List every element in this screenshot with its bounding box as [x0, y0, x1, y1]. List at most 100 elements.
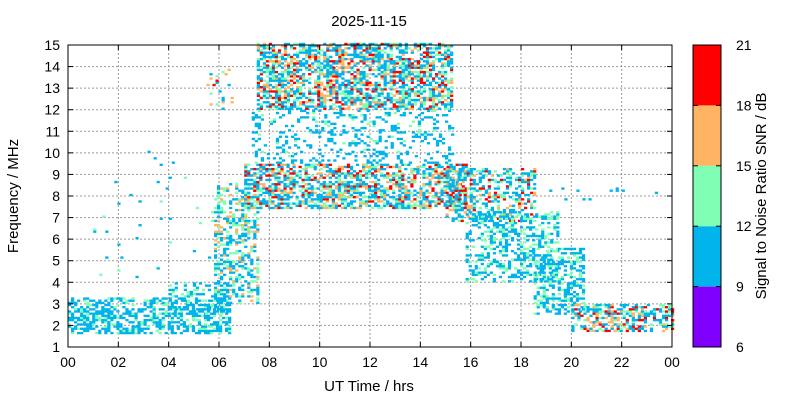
heatmap-cell: [431, 105, 436, 108]
heatmap-cell: [325, 191, 329, 195]
heatmap-cell: [268, 170, 272, 173]
heatmap-cell: [440, 62, 445, 65]
heatmap-cell: [514, 193, 519, 197]
heatmap-cell: [551, 306, 555, 309]
heatmap-cell: [468, 269, 472, 272]
heatmap-cell: [93, 228, 97, 231]
heatmap-cell: [244, 165, 248, 169]
heatmap-cell: [360, 126, 364, 130]
heatmap-cell: [274, 107, 279, 110]
heatmap-cell: [228, 318, 232, 322]
heatmap-cell: [244, 163, 248, 166]
heatmap-cell: [292, 57, 297, 61]
heatmap-cell: [450, 101, 454, 104]
heatmap-cell: [365, 51, 369, 54]
heatmap-cell: [320, 94, 324, 97]
heatmap-cell: [98, 299, 102, 302]
heatmap-cell: [530, 178, 534, 182]
heatmap-cell: [158, 325, 162, 328]
heatmap-cell: [92, 314, 96, 317]
heatmap-cell: [259, 176, 263, 179]
heatmap-cell: [80, 316, 84, 320]
heatmap-cell: [371, 53, 375, 56]
heatmap-cell: [643, 314, 648, 317]
heatmap-cell: [401, 81, 405, 85]
heatmap-cell: [501, 232, 506, 236]
heatmap-cell: [68, 312, 72, 315]
heatmap-cell: [490, 196, 495, 199]
heatmap-cell: [347, 62, 351, 65]
heatmap-cell: [299, 42, 303, 46]
heatmap-cell: [634, 310, 638, 313]
heatmap-cell: [280, 45, 285, 48]
heatmap-cell: [465, 254, 469, 257]
heatmap-cell: [359, 88, 363, 91]
heatmap-cell: [289, 94, 294, 97]
heatmap-cell: [511, 198, 516, 201]
heatmap-cell: [501, 267, 506, 270]
heatmap-cell: [80, 331, 84, 335]
heatmap-cell: [268, 51, 273, 54]
heatmap-cell: [434, 202, 438, 205]
heatmap-cell: [536, 267, 540, 270]
heatmap-cell: [386, 94, 390, 97]
heatmap-cell: [477, 213, 481, 216]
heatmap-cell: [563, 265, 567, 268]
heatmap-cell: [364, 163, 369, 166]
heatmap-cell: [77, 310, 81, 313]
heatmap-cell: [80, 318, 84, 322]
heatmap-cell: [504, 234, 509, 238]
heatmap-cell: [361, 183, 366, 186]
heatmap-cell: [322, 196, 326, 199]
heatmap-cell: [274, 101, 279, 104]
heatmap-cell: [471, 245, 475, 248]
heatmap-cell: [610, 321, 614, 324]
heatmap-cell: [292, 172, 296, 175]
heatmap-cell: [286, 193, 290, 197]
heatmap-cell: [578, 273, 583, 277]
heatmap-cell: [331, 198, 335, 201]
heatmap-cell: [351, 116, 355, 119]
heatmap-cell: [329, 68, 333, 72]
heatmap-cell: [340, 191, 345, 195]
heatmap-cell: [365, 96, 369, 100]
heatmap-cell: [581, 271, 586, 274]
heatmap-cell: [287, 146, 292, 149]
x-tick-label: 22: [614, 354, 630, 370]
heatmap-cell: [541, 236, 545, 240]
heatmap-cell: [268, 103, 273, 106]
heatmap-cell: [104, 329, 108, 333]
heatmap-cell: [592, 303, 596, 307]
heatmap-cell: [274, 193, 278, 197]
heatmap-cell: [434, 73, 439, 76]
heatmap-cell: [508, 196, 513, 199]
heatmap-cell: [413, 198, 417, 201]
heatmap-cell: [271, 163, 275, 166]
heatmap-cell: [262, 101, 267, 104]
heatmap-cell: [216, 219, 221, 223]
heatmap-cell: [244, 217, 248, 220]
heatmap-cell: [392, 183, 396, 186]
heatmap-cell: [358, 170, 363, 173]
heatmap-cell: [529, 258, 533, 261]
heatmap-cell: [583, 306, 587, 309]
heatmap-cell: [437, 94, 442, 97]
heatmap-cell: [317, 90, 321, 93]
heatmap-cell: [431, 187, 435, 190]
heatmap-cell: [274, 189, 278, 192]
heatmap-cell: [268, 178, 272, 182]
heatmap-cell: [134, 316, 138, 320]
heatmap-cell: [445, 120, 449, 123]
heatmap-cell: [398, 206, 402, 210]
heatmap-cell: [455, 178, 459, 182]
heatmap-cell: [361, 174, 366, 177]
heatmap-cell: [223, 273, 227, 277]
heatmap-cell: [358, 183, 363, 186]
heatmap-cell: [383, 62, 387, 65]
heatmap-cell: [434, 204, 438, 207]
heatmap-cell: [359, 101, 363, 104]
heatmap-cell: [260, 150, 264, 154]
heatmap-cell: [311, 53, 315, 56]
heatmap-cell: [104, 308, 108, 311]
heatmap-cell: [443, 185, 447, 188]
